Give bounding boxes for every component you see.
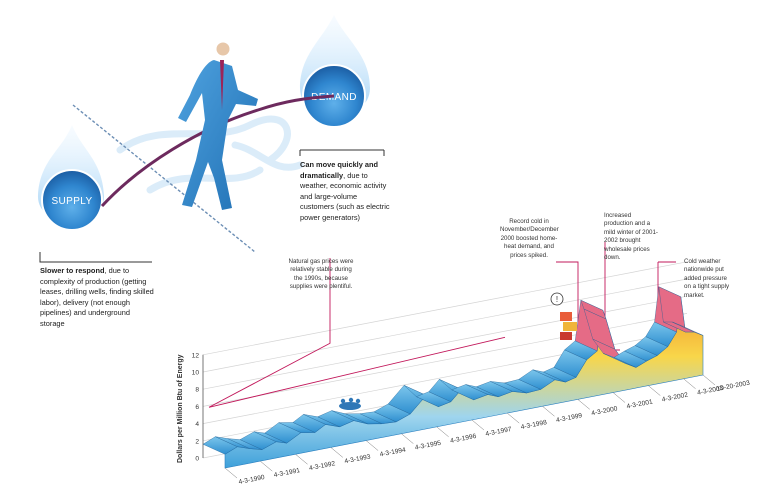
x-tick-mark	[365, 440, 379, 451]
y-tick-label: 2	[195, 438, 199, 445]
x-tick-mark	[507, 412, 520, 424]
y-tick-label: 12	[192, 352, 200, 359]
y-tick-label: 6	[195, 404, 199, 411]
x-tick-mark	[542, 406, 555, 417]
demand-text: , due to weather, economic activity and …	[300, 170, 390, 222]
x-tick-label: 4-3-1997	[485, 426, 513, 438]
annotation-mild2001: Increased production and a mild winter o…	[604, 212, 658, 262]
x-tick-mark	[295, 454, 308, 465]
x-tick-label: 4-3-2000	[591, 405, 619, 417]
x-tick-mark	[260, 460, 273, 472]
x-tick-mark	[648, 385, 661, 396]
businessman-figure	[178, 42, 258, 210]
wind-swirls	[116, 115, 304, 194]
demand-blurb: Can move quickly and dramatically, due t…	[300, 160, 390, 224]
annotation-stable: Natural gas prices were relatively stabl…	[288, 258, 354, 291]
x-tick-mark	[471, 419, 485, 431]
x-tick-label: 4-3-1995	[414, 440, 442, 452]
y-tick-label: 8	[195, 387, 199, 394]
x-tick-label: 4-3-1994	[379, 447, 407, 459]
y-tick-label: 10	[192, 370, 200, 377]
gridline	[202, 295, 688, 390]
supply-text: , due to complexity of production (getti…	[40, 266, 154, 328]
x-tick-label: 4-3-1993	[344, 453, 372, 465]
price-ribbon	[202, 286, 704, 469]
y-axis-label: Dollars per Million Btu of Energy	[177, 354, 184, 463]
supply-label: SUPPLY	[51, 196, 92, 207]
annotation-cold2000: Record cold in November/December 2000 bo…	[500, 218, 559, 259]
y-tick-label: 0	[195, 456, 199, 463]
riding-figures: !	[339, 292, 577, 410]
x-tick-label: 4-3-1991	[273, 467, 301, 479]
x-tick-label: 4-3-1990	[238, 474, 266, 486]
x-tick-mark	[330, 447, 343, 458]
x-tick-label: 4-3-2003	[697, 385, 725, 397]
supply-bold: Slower to respond	[40, 266, 105, 275]
svg-text:!: !	[556, 295, 558, 304]
blurb-leaders	[39, 149, 385, 263]
leader-cold2000	[556, 261, 579, 330]
x-tick-mark	[612, 392, 626, 403]
supply-blurb: Slower to respond, due to complexity of …	[40, 266, 156, 330]
x-tick-mark	[683, 378, 696, 389]
gridline	[202, 261, 688, 356]
balance-pole	[100, 94, 335, 208]
x-tick-mark	[224, 467, 238, 479]
x-tick-label: 4-3-1999	[556, 412, 584, 424]
x-tick-mark	[702, 374, 716, 386]
ribbon-front	[224, 296, 704, 469]
leader-stable-span	[208, 336, 506, 408]
x-tick-mark	[401, 433, 414, 444]
y-axis: 0 2 4 6 8 10 12	[192, 352, 204, 463]
y-tick-label: 4	[195, 421, 199, 428]
annotation-cold2003: Cold weather nationwide put added pressu…	[684, 258, 730, 299]
x-tick-label: 4-3-1992	[309, 460, 337, 472]
leader-stable	[208, 258, 331, 408]
tightrope	[72, 104, 256, 253]
data-point	[672, 321, 704, 336]
gridline	[202, 278, 688, 373]
demand-drop: DEMAND	[300, 15, 370, 128]
x-tick-label: 4-3-1998	[520, 419, 548, 431]
x-axis-ticks: 4-3-1990 4-3-1991 4-3-1992 4-3-1993 4-3-1994…	[224, 374, 751, 486]
x-tick-mark	[436, 426, 449, 438]
x-tick-label: 4-3-2001	[626, 398, 654, 410]
x-tick-label: 4-3-2002	[661, 392, 689, 404]
demand-bold: Can move quickly and dramatically	[300, 160, 379, 180]
supply-drop: SUPPLY	[37, 125, 105, 231]
x-tick-mark	[577, 399, 590, 410]
x-tick-label: 10-20-2003	[716, 380, 751, 393]
alert-icon	[550, 292, 564, 306]
x-tick-label: 4-3-1996	[450, 433, 478, 445]
